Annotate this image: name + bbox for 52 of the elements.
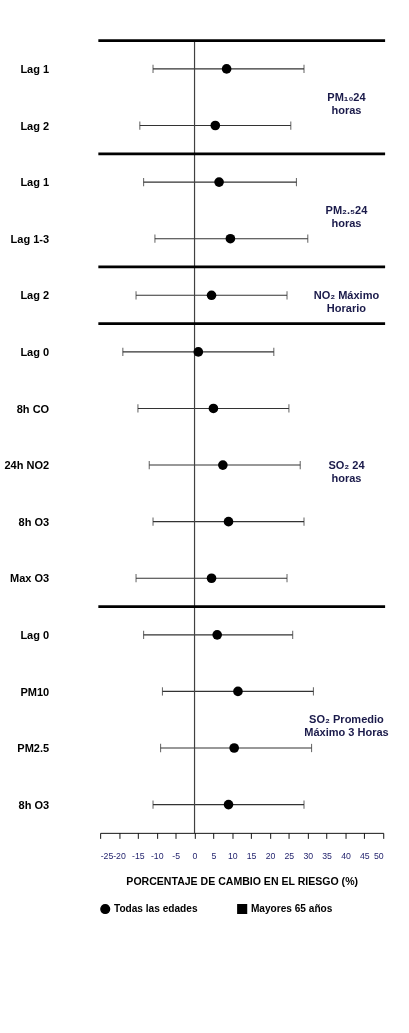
point xyxy=(214,177,224,187)
annotation: PM₁₀24 horas xyxy=(327,90,367,116)
point xyxy=(206,573,217,584)
x-tick-label: 40 xyxy=(341,851,351,862)
point xyxy=(193,347,204,357)
x-tick-label: -5 xyxy=(172,851,181,862)
legend-label: Todas las edades xyxy=(113,902,198,914)
annotation: SO₂ 24 horas xyxy=(328,458,366,484)
x-tick-label: 10 xyxy=(227,851,238,862)
point xyxy=(233,686,243,697)
y-tick-label: 8h O3 xyxy=(18,515,50,528)
x-tick-label: 25 xyxy=(284,851,295,862)
point xyxy=(218,460,228,470)
y-tick-label: Lag 2 xyxy=(20,119,50,132)
x-tick-label: 50 xyxy=(374,851,384,862)
y-tick-label: Lag 0 xyxy=(20,346,50,359)
y-tick-label: Max O3 xyxy=(9,572,50,585)
point xyxy=(223,516,234,527)
x-tick-label: 0 xyxy=(192,851,198,862)
x-tick-label: -25 xyxy=(100,851,114,862)
y-tick-label: PM10 xyxy=(20,685,50,698)
annotation: SO₂ Promedio Máximo 3 Horas xyxy=(304,713,389,739)
x-axis-title: PORCENTAJE DE CAMBIO EN EL RIESGO (%) xyxy=(126,875,359,888)
y-tick-label: Lag 0 xyxy=(20,628,50,641)
x-tick-label: 5 xyxy=(211,851,217,862)
x-tick-label: 45 xyxy=(360,851,370,862)
point xyxy=(225,233,236,244)
y-tick-label: 8h CO xyxy=(16,402,50,415)
y-tick-label: Lag 1-3 xyxy=(10,232,50,245)
y-tick-label: PM2.5 xyxy=(17,742,50,755)
y-tick-label: Lag 1 xyxy=(20,63,50,76)
x-tick-label: 35 xyxy=(322,851,333,862)
point xyxy=(210,120,221,131)
annotation: NO₂ Máximo Horario xyxy=(313,288,380,314)
point xyxy=(206,290,217,301)
x-tick-label: -20 xyxy=(113,851,126,862)
y-tick-label: 8h O3 xyxy=(18,798,50,811)
point xyxy=(221,64,232,74)
x-tick-label: 30 xyxy=(303,851,314,862)
legend-label: Mayores 65 años xyxy=(250,902,333,914)
point xyxy=(212,630,223,640)
point xyxy=(229,743,239,753)
x-tick-label: 20 xyxy=(265,851,276,862)
x-tick-label: -15 xyxy=(132,851,145,862)
y-tick-label: Lag 2 xyxy=(20,289,50,302)
y-tick-label: Lag 1 xyxy=(20,176,50,189)
y-tick-label: 24h NO2 xyxy=(4,459,50,472)
point xyxy=(223,799,234,810)
x-tick-label: 15 xyxy=(246,851,257,862)
point xyxy=(208,403,219,414)
x-tick-label: -10 xyxy=(150,851,164,862)
annotation: PM₂.₅24 horas xyxy=(325,204,369,229)
